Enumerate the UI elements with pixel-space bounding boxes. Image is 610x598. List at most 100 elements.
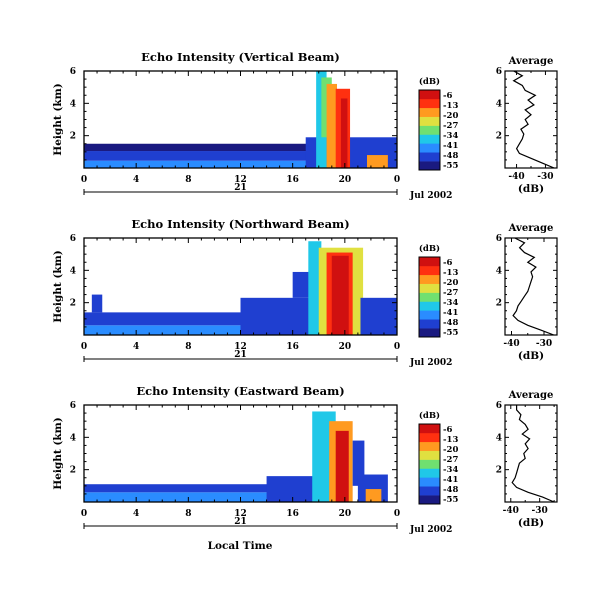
panel-title: Echo Intensity (Northward Beam) <box>131 217 349 231</box>
colorbar-swatch <box>419 143 440 153</box>
colorbar-label: -41 <box>443 475 458 485</box>
x-tick-label: 8 <box>185 342 191 352</box>
x-tick-label: 16 <box>286 509 299 519</box>
heatmap <box>84 411 388 502</box>
colorbar-label: -55 <box>443 495 458 505</box>
average-y-tick-label: 6 <box>496 401 502 411</box>
heatmap-cell <box>365 489 382 502</box>
colorbar-frame <box>418 89 441 171</box>
y-tick-label: 6 <box>70 234 76 244</box>
average-title: Average <box>508 223 554 234</box>
colorbar-label: -34 <box>443 298 458 308</box>
x-tick-label: 0 <box>81 342 87 352</box>
average-y-tick-label: 6 <box>496 234 502 244</box>
y-tick-label: 4 <box>70 266 76 276</box>
x-tick-label: 20 <box>339 342 352 352</box>
x-tick-label: 0 <box>81 509 87 519</box>
heatmap-cell <box>326 83 338 168</box>
heatmap-cell <box>91 294 103 313</box>
y-axis-label: Height (km) <box>52 417 64 489</box>
day-label: 21 <box>234 183 247 193</box>
colorbar-label: -13 <box>443 101 458 111</box>
y-tick-label: 6 <box>70 67 76 77</box>
x-tick-label: 0 <box>394 175 400 185</box>
colorbar-swatch <box>419 328 440 338</box>
x-tick-label: 20 <box>339 175 352 185</box>
date-label: Jul 2002 <box>409 358 452 368</box>
colorbar-label: -13 <box>443 435 458 445</box>
colorbar-unit: (dB) <box>419 76 440 87</box>
colorbar-frame <box>418 256 441 338</box>
x-tick-label: 12 <box>234 175 247 185</box>
colorbar-label: -41 <box>443 141 458 151</box>
colorbar-swatch <box>419 134 440 144</box>
y-tick-label: 4 <box>70 99 76 109</box>
heatmap <box>84 71 397 168</box>
average-x-label: (dB) <box>518 517 544 529</box>
y-tick-label: 2 <box>70 466 76 476</box>
colorbar-swatch <box>419 274 440 284</box>
average-x-label: (dB) <box>518 183 544 195</box>
x-tick-label: 0 <box>81 175 87 185</box>
colorbar-swatch <box>419 441 440 451</box>
x-tick-label: 0 <box>394 342 400 352</box>
colorbar-swatch <box>419 468 440 478</box>
colorbar-swatch <box>419 116 440 126</box>
colorbar-label: -27 <box>443 288 458 298</box>
panel-2: Echo Intensity (Northward Beam)0 4 8 12 16 20… <box>52 217 558 368</box>
colorbar-swatch <box>419 310 440 320</box>
heatmap-cell <box>360 297 397 335</box>
day-label: 21 <box>234 517 247 527</box>
heatmap <box>84 241 397 335</box>
colorbar-label: -13 <box>443 268 458 278</box>
average-y-tick-label: 2 <box>496 299 502 309</box>
colorbar-swatch <box>419 161 440 171</box>
colorbar-swatch <box>419 90 440 100</box>
x-tick-label: 8 <box>185 175 191 185</box>
colorbar: (dB)-6-13-20-27-34-41-48-55 <box>418 243 458 338</box>
heatmap-cell <box>84 151 319 161</box>
date-label: Jul 2002 <box>409 525 452 535</box>
y-tick-label: 6 <box>70 401 76 411</box>
average-frame <box>504 404 558 503</box>
colorbar-swatch <box>419 265 440 276</box>
panel-3: Echo Intensity (Eastward Beam) 0 4 8 12 16 20 0… <box>52 384 558 535</box>
y-tick-label: 2 <box>70 299 76 309</box>
colorbar-label: -34 <box>443 465 458 475</box>
average-y-tick-label: 4 <box>496 99 502 109</box>
x-tick-label: 16 <box>286 175 299 185</box>
x-tick-label: 12 <box>234 509 247 519</box>
colorbar-label: -48 <box>443 318 458 328</box>
y-axis-label: Height (km) <box>52 250 64 322</box>
average-profile-line <box>512 70 555 169</box>
colorbar-swatch <box>419 459 440 469</box>
x-tick-label: 4 <box>133 509 139 519</box>
heatmap-cell <box>84 484 306 493</box>
colorbar: (dB)-6-13-20-27-34-41-48-55 <box>418 76 458 171</box>
average-panel: Average 2 4 6 -40 -30(dB) <box>496 223 558 362</box>
colorbar-label: -41 <box>443 308 458 318</box>
average-y-tick-label: 2 <box>496 132 502 142</box>
panel-title: Echo Intensity (Eastward Beam) <box>136 384 344 398</box>
heatmap-cell <box>331 255 349 335</box>
panel-title: Echo Intensity (Vertical Beam) <box>141 50 340 64</box>
y-axis-label: Height (km) <box>52 83 64 155</box>
colorbar: (dB)-6-13-20-27-34-41-48-55 <box>418 410 458 505</box>
heatmap-cell <box>84 143 319 152</box>
x-tick-label: 8 <box>185 509 191 519</box>
average-frame <box>504 70 558 169</box>
colorbar-swatch <box>419 424 440 434</box>
colorbar-label: -6 <box>443 91 453 101</box>
colorbar-label: -55 <box>443 161 458 171</box>
x-tick-label: 4 <box>133 175 139 185</box>
average-x-tick-label: -40 <box>508 172 524 182</box>
colorbar-swatch <box>419 152 440 162</box>
average-panel: Average 2 4 6 -40 -30(dB) <box>496 56 558 195</box>
colorbar-label: -6 <box>443 258 453 268</box>
average-y-tick-label: 2 <box>496 466 502 476</box>
colorbar-swatch <box>419 477 440 487</box>
y-tick-label: 4 <box>70 433 76 443</box>
x-tick-label: 20 <box>339 509 352 519</box>
colorbar-label: -55 <box>443 328 458 338</box>
